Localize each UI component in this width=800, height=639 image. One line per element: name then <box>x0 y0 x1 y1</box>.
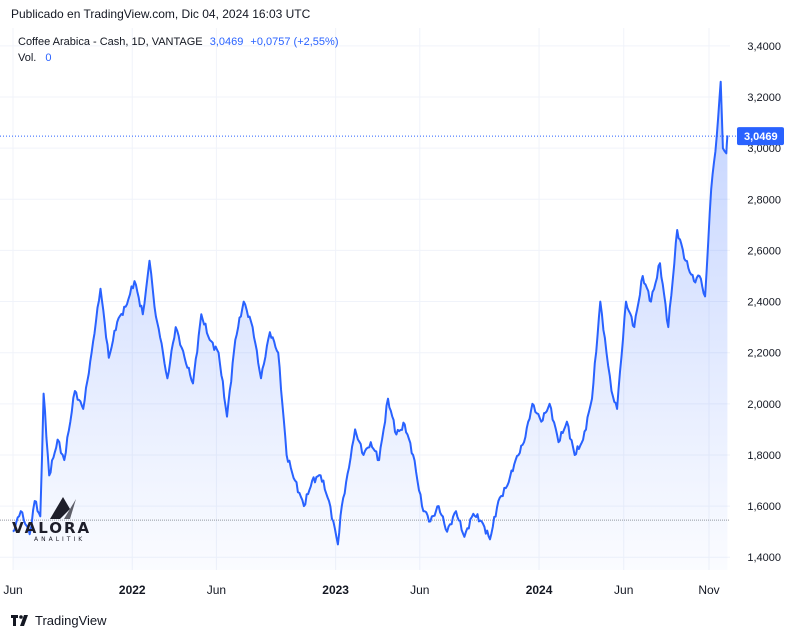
x-tick-label: Jun <box>207 583 226 597</box>
footer-brand[interactable]: TradingView <box>11 613 107 628</box>
y-tick-label: 3,4000 <box>747 41 781 53</box>
price-area <box>13 81 728 570</box>
watermark-sub: ANALITIK <box>34 536 86 543</box>
tradingview-logo-icon <box>11 614 28 626</box>
y-tick-label: 2,4000 <box>747 297 781 309</box>
x-tick-label: Jun <box>3 583 22 597</box>
y-tick-label: 2,2000 <box>747 348 781 360</box>
y-tick-label: 3,0000 <box>747 143 781 155</box>
y-tick-label: 3,2000 <box>747 92 781 104</box>
last-price-tag-box <box>737 127 784 146</box>
x-tick-label: 2024 <box>526 583 553 597</box>
x-tick-label: Jun <box>410 583 429 597</box>
x-axis: Jun 2022 Jun 2023 Jun 2024 Jun Nov <box>3 583 719 597</box>
volume-label: Vol. <box>18 52 37 64</box>
price-line <box>12 80 729 546</box>
watermark-name: VALORA <box>12 519 92 537</box>
legend-price: 3,0469 <box>209 36 244 48</box>
legend-change: +0,0757 (+2,55%) <box>250 36 339 48</box>
footer-brand-label: TradingView <box>35 613 107 628</box>
last-price-tag-text: 3,0469 <box>744 131 778 143</box>
y-tick-label: 1,4000 <box>747 552 781 564</box>
x-tick-label: Nov <box>698 583 719 597</box>
x-tick-label: Jun <box>614 583 633 597</box>
volume-legend: Vol. 0 <box>18 52 52 64</box>
x-tick-label: 2022 <box>119 583 146 597</box>
x-tick-label: 2023 <box>322 583 349 597</box>
y-tick-label: 2,8000 <box>747 194 781 206</box>
y-axis: 1,4000 1,6000 1,8000 2,0000 2,2000 2,4000 2,60… <box>747 41 781 564</box>
chart-legend: Coffee Arabica - Cash, 1D, VANTAGE 3,046… <box>18 35 339 50</box>
y-tick-label: 2,0000 <box>747 399 781 411</box>
last-price-tag: 3,0469 <box>737 127 784 146</box>
y-tick-label: 2,6000 <box>747 245 781 257</box>
valora-logo-icon <box>50 497 76 519</box>
y-tick-label: 1,6000 <box>747 501 781 513</box>
published-caption: Publicado en TradingView.com, Dic 04, 20… <box>11 7 311 21</box>
y-tick-label: 1,8000 <box>747 450 781 462</box>
volume-value: 0 <box>45 52 52 64</box>
symbol-label: Coffee Arabica - Cash, 1D, VANTAGE <box>18 36 203 48</box>
